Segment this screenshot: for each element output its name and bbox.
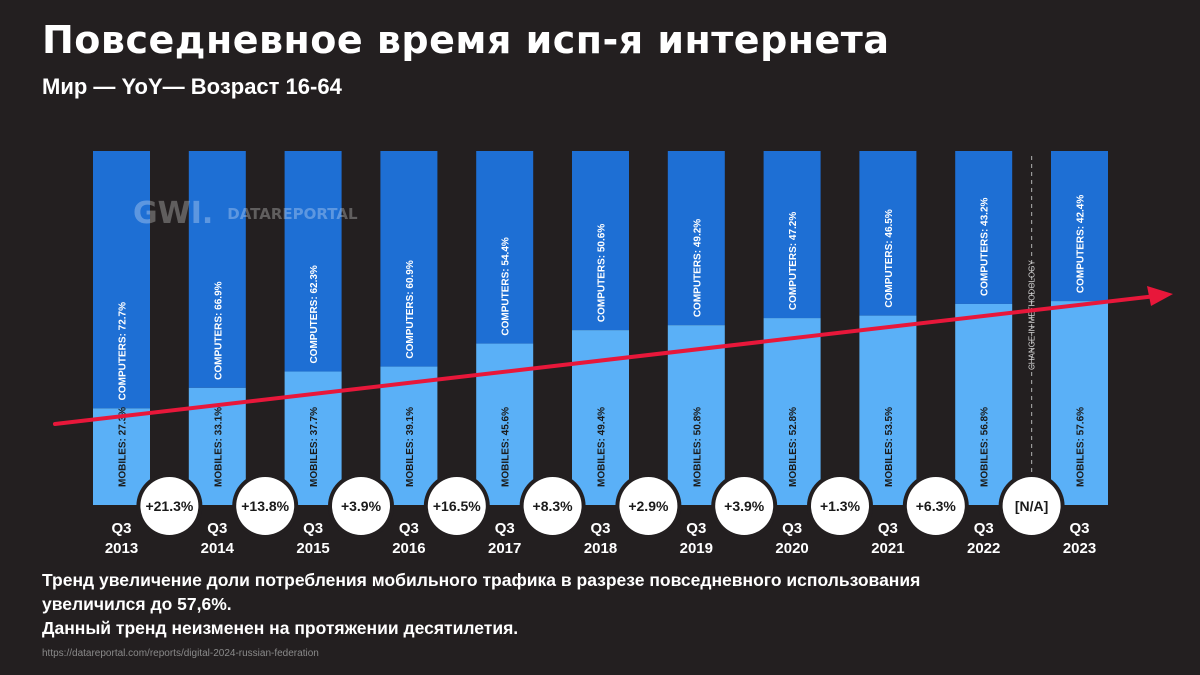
computers-bar-2013 <box>93 151 150 409</box>
x-label-q-2018: Q3 <box>590 520 610 537</box>
yoy-circle-5 <box>619 477 678 535</box>
computers-bar-2018 <box>572 151 629 331</box>
yoy-circle-0 <box>140 477 199 535</box>
computers-label-2016: COMPUTERS: 60.9% <box>405 260 416 358</box>
computers-bar-2017 <box>476 151 534 344</box>
x-label-year-2022: 2022 <box>967 540 1000 557</box>
yoy-circle-7 <box>811 477 869 535</box>
x-label-q-2013: Q3 <box>111 520 131 537</box>
x-label-year-2020: 2020 <box>775 540 808 557</box>
yoy-circle-6 <box>715 477 774 535</box>
yoy-change-0: +21.3% <box>145 498 193 514</box>
mobiles-bar-2021 <box>859 315 917 505</box>
mobiles-label-2023: MOBILES: 57.6% <box>1076 407 1087 487</box>
computers-bar-2014 <box>188 151 246 388</box>
yoy-circle-8 <box>906 477 965 535</box>
yoy-change-7: +1.3% <box>820 498 861 514</box>
page-title: Повседневное время исп-я интернета <box>42 18 890 62</box>
x-label-q-2016: Q3 <box>399 520 419 537</box>
mobiles-bar-2013 <box>93 408 150 505</box>
computers-label-2023: COMPUTERS: 42.4% <box>1076 195 1087 293</box>
computers-label-2019: COMPUTERS: 49.2% <box>692 219 703 317</box>
x-label-q-2015: Q3 <box>303 520 323 537</box>
yoy-change-5: +2.9% <box>628 498 669 514</box>
mobiles-label-2019: MOBILES: 50.8% <box>692 407 703 487</box>
computers-label-2013: COMPUTERS: 72.7% <box>118 302 129 400</box>
mobiles-label-2020: MOBILES: 52.8% <box>788 407 799 487</box>
brand-watermark: GWI. DATAREPORTAL <box>133 196 358 231</box>
mobiles-bar-2023 <box>1051 301 1108 505</box>
computers-label-2021: COMPUTERS: 46.5% <box>884 209 895 307</box>
computers-label-2014: COMPUTERS: 66.9% <box>213 281 224 379</box>
mobiles-bar-2019 <box>667 325 725 505</box>
x-label-q-2020: Q3 <box>782 520 802 537</box>
x-label-q-2019: Q3 <box>686 520 706 537</box>
yoy-circle-3 <box>427 477 486 535</box>
caption-line-1: Тренд увеличение доли потребления мобиль… <box>42 570 921 590</box>
computers-bar-2015 <box>284 151 342 372</box>
mobiles-label-2018: MOBILES: 49.4% <box>597 407 608 487</box>
yoy-change-8: +6.3% <box>916 498 957 514</box>
gwi-logo: GWI. <box>133 196 214 231</box>
yoy-circle-2 <box>332 477 390 535</box>
source-link[interactable]: https://datareportal.com/reports/digital… <box>42 648 319 659</box>
mobiles-label-2022: MOBILES: 56.8% <box>980 407 991 487</box>
computers-bar-2020 <box>763 151 821 319</box>
yoy-change-2: +3.9% <box>341 498 382 514</box>
yoy-circle-9 <box>1002 477 1061 535</box>
yoy-circle-1 <box>236 477 295 535</box>
methodology-note: CHANGE IN METHODOLOGY <box>1028 260 1037 370</box>
caption: Тренд увеличение доли потребления мобиль… <box>42 568 920 640</box>
x-label-q-2022: Q3 <box>974 520 994 537</box>
x-label-year-2019: 2019 <box>680 540 713 557</box>
mobiles-label-2015: MOBILES: 37.7% <box>309 407 320 487</box>
yoy-change-6: +3.9% <box>724 498 765 514</box>
x-label-year-2013: 2013 <box>105 540 138 557</box>
page-subtitle: Мир — YoY— Возраст 16-64 <box>42 74 342 99</box>
x-label-year-2014: 2014 <box>201 540 235 557</box>
caption-line-3: Данный тренд неизменен на протяжении дес… <box>42 618 519 638</box>
computers-bar-2022 <box>955 151 1013 304</box>
yoy-change-4: +8.3% <box>533 498 574 514</box>
yoy-change-1: +13.8% <box>241 498 289 514</box>
yoy-circle-4 <box>523 477 582 535</box>
x-label-year-2017: 2017 <box>488 540 521 557</box>
x-label-year-2018: 2018 <box>584 540 617 557</box>
x-label-year-2023: 2023 <box>1063 540 1096 557</box>
mobiles-label-2021: MOBILES: 53.5% <box>884 407 895 487</box>
x-label-year-2015: 2015 <box>296 540 329 557</box>
caption-line-2: увеличился до 57,6%. <box>42 594 232 614</box>
computers-bar-2021 <box>859 151 917 316</box>
computers-label-2022: COMPUTERS: 43.2% <box>980 197 991 295</box>
yoy-change-9: [N/A] <box>1015 498 1048 514</box>
computers-bar-2019 <box>667 151 725 326</box>
computers-label-2017: COMPUTERS: 54.4% <box>501 237 512 335</box>
x-label-q-2023: Q3 <box>1069 520 1089 537</box>
mobiles-label-2013: MOBILES: 27.3% <box>118 407 129 487</box>
mobiles-label-2014: MOBILES: 33.1% <box>213 407 224 487</box>
computers-bar-2023 <box>1051 151 1108 302</box>
mobiles-bar-2020 <box>763 318 821 505</box>
computers-label-2020: COMPUTERS: 47.2% <box>788 212 799 310</box>
yoy-change-3: +16.5% <box>433 498 481 514</box>
stacked-bar-chart: COMPUTERS: 72.7% MOBILES: 27.3% Q3 2013 COMP… <box>53 151 1173 557</box>
trend-arrow-line <box>53 294 1157 426</box>
computers-label-2018: COMPUTERS: 50.6% <box>597 224 608 322</box>
datareportal-logo: DATAREPORTAL <box>227 204 358 223</box>
mobiles-bar-2022 <box>955 303 1013 505</box>
computers-bar-2016 <box>380 151 438 367</box>
mobiles-label-2017: MOBILES: 45.6% <box>501 407 512 487</box>
x-label-q-2021: Q3 <box>878 520 898 537</box>
computers-label-2015: COMPUTERS: 62.3% <box>309 265 320 363</box>
x-label-year-2021: 2021 <box>871 540 904 557</box>
mobiles-label-2016: MOBILES: 39.1% <box>405 407 416 487</box>
trend-arrow-head <box>1147 286 1173 306</box>
x-label-q-2017: Q3 <box>495 520 515 537</box>
x-label-q-2014: Q3 <box>207 520 227 537</box>
mobiles-bar-2016 <box>380 366 438 505</box>
x-label-year-2016: 2016 <box>392 540 425 557</box>
